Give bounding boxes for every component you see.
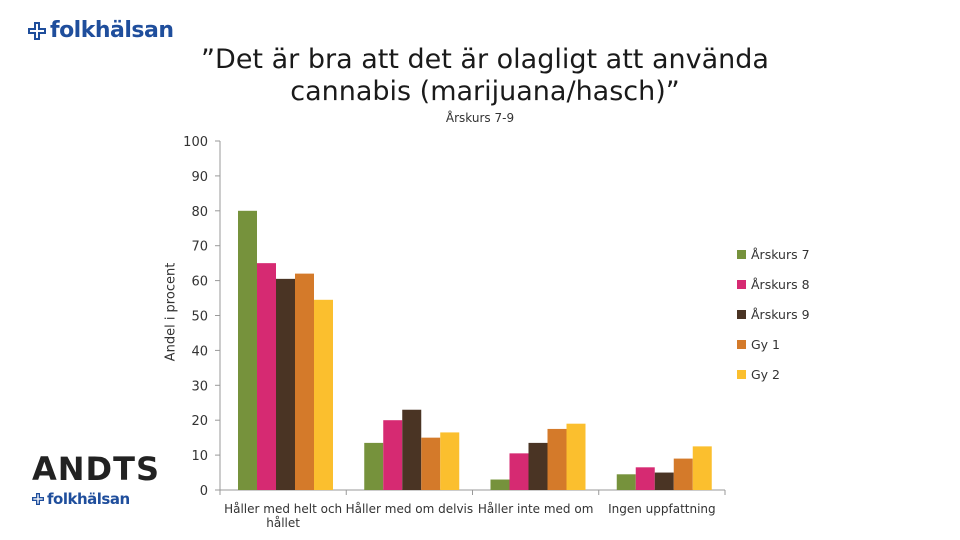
bar (509, 453, 529, 490)
bar (314, 299, 333, 490)
x-category-label: Ingen uppfattning (608, 502, 716, 516)
bar (238, 210, 257, 491)
x-category-label: Håller inte med om (478, 502, 594, 516)
y-tick-label: 0 (200, 484, 208, 499)
legend-swatch (737, 310, 746, 319)
bar (692, 446, 712, 490)
brand-logo: folkhälsan (28, 18, 174, 43)
bar (635, 467, 655, 490)
bar (616, 474, 636, 490)
andts-brand: folkhälsan (32, 490, 160, 508)
chart-subtitle: Årskurs 7-9 (445, 111, 515, 125)
bar (421, 437, 441, 490)
y-tick-label: 10 (191, 449, 208, 464)
bar (654, 472, 674, 490)
bar (402, 409, 422, 490)
y-tick-label: 100 (183, 135, 208, 150)
bar (383, 420, 403, 490)
y-tick-label: 40 (191, 344, 208, 359)
bar (295, 273, 314, 490)
cross-logo-icon (32, 493, 44, 505)
bar (547, 428, 567, 490)
legend-label: Gy 1 (751, 337, 780, 352)
bar (364, 442, 384, 490)
andts-title: ANDTS (32, 450, 160, 488)
x-category-label: Håller med helt och hållet (224, 502, 342, 530)
cross-logo-icon (28, 21, 46, 40)
legend-swatch (737, 340, 746, 349)
legend-swatch (737, 280, 746, 289)
y-tick-label: 30 (191, 379, 208, 394)
bar (566, 423, 586, 490)
bar (490, 479, 510, 490)
x-category-label: Håller med om delvis (346, 502, 474, 516)
legend-label: Årskurs 7 (751, 247, 810, 262)
legend-label: Gy 2 (751, 367, 780, 382)
legend-swatch (737, 250, 746, 259)
y-tick-label: 60 (191, 275, 208, 290)
bar (673, 458, 693, 490)
y-tick-label: 90 (191, 170, 208, 185)
bar (440, 432, 460, 490)
y-tick-label: 80 (191, 205, 208, 220)
bar (276, 278, 295, 490)
brand-name: folkhälsan (50, 18, 174, 43)
y-tick-label: 50 (191, 310, 208, 325)
andts-logo: ANDTS folkhälsan (32, 450, 160, 508)
andts-brand-name: folkhälsan (47, 490, 130, 508)
chart-title: ”Det är bra att det är olagligt att anvä… (201, 44, 769, 107)
legend-label: Årskurs 8 (751, 277, 810, 292)
bar (528, 442, 548, 490)
legend-swatch (737, 370, 746, 379)
y-tick-label: 20 (191, 414, 208, 429)
legend-label: Årskurs 9 (751, 307, 810, 322)
bar (257, 263, 276, 490)
y-tick-label: 70 (191, 240, 208, 255)
